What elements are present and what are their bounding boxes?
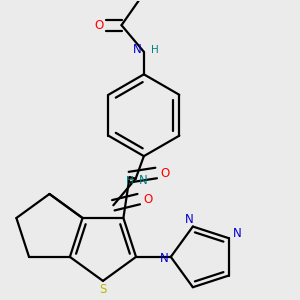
Text: O: O xyxy=(160,167,170,179)
Text: N: N xyxy=(233,227,242,240)
Text: N: N xyxy=(134,43,142,56)
Text: H: H xyxy=(152,45,159,55)
Text: O: O xyxy=(94,19,103,32)
Text: N: N xyxy=(139,174,147,187)
Text: O: O xyxy=(143,193,152,206)
Text: H: H xyxy=(126,176,134,186)
Text: S: S xyxy=(99,284,106,296)
Text: N: N xyxy=(184,213,193,226)
Text: N: N xyxy=(160,252,169,266)
